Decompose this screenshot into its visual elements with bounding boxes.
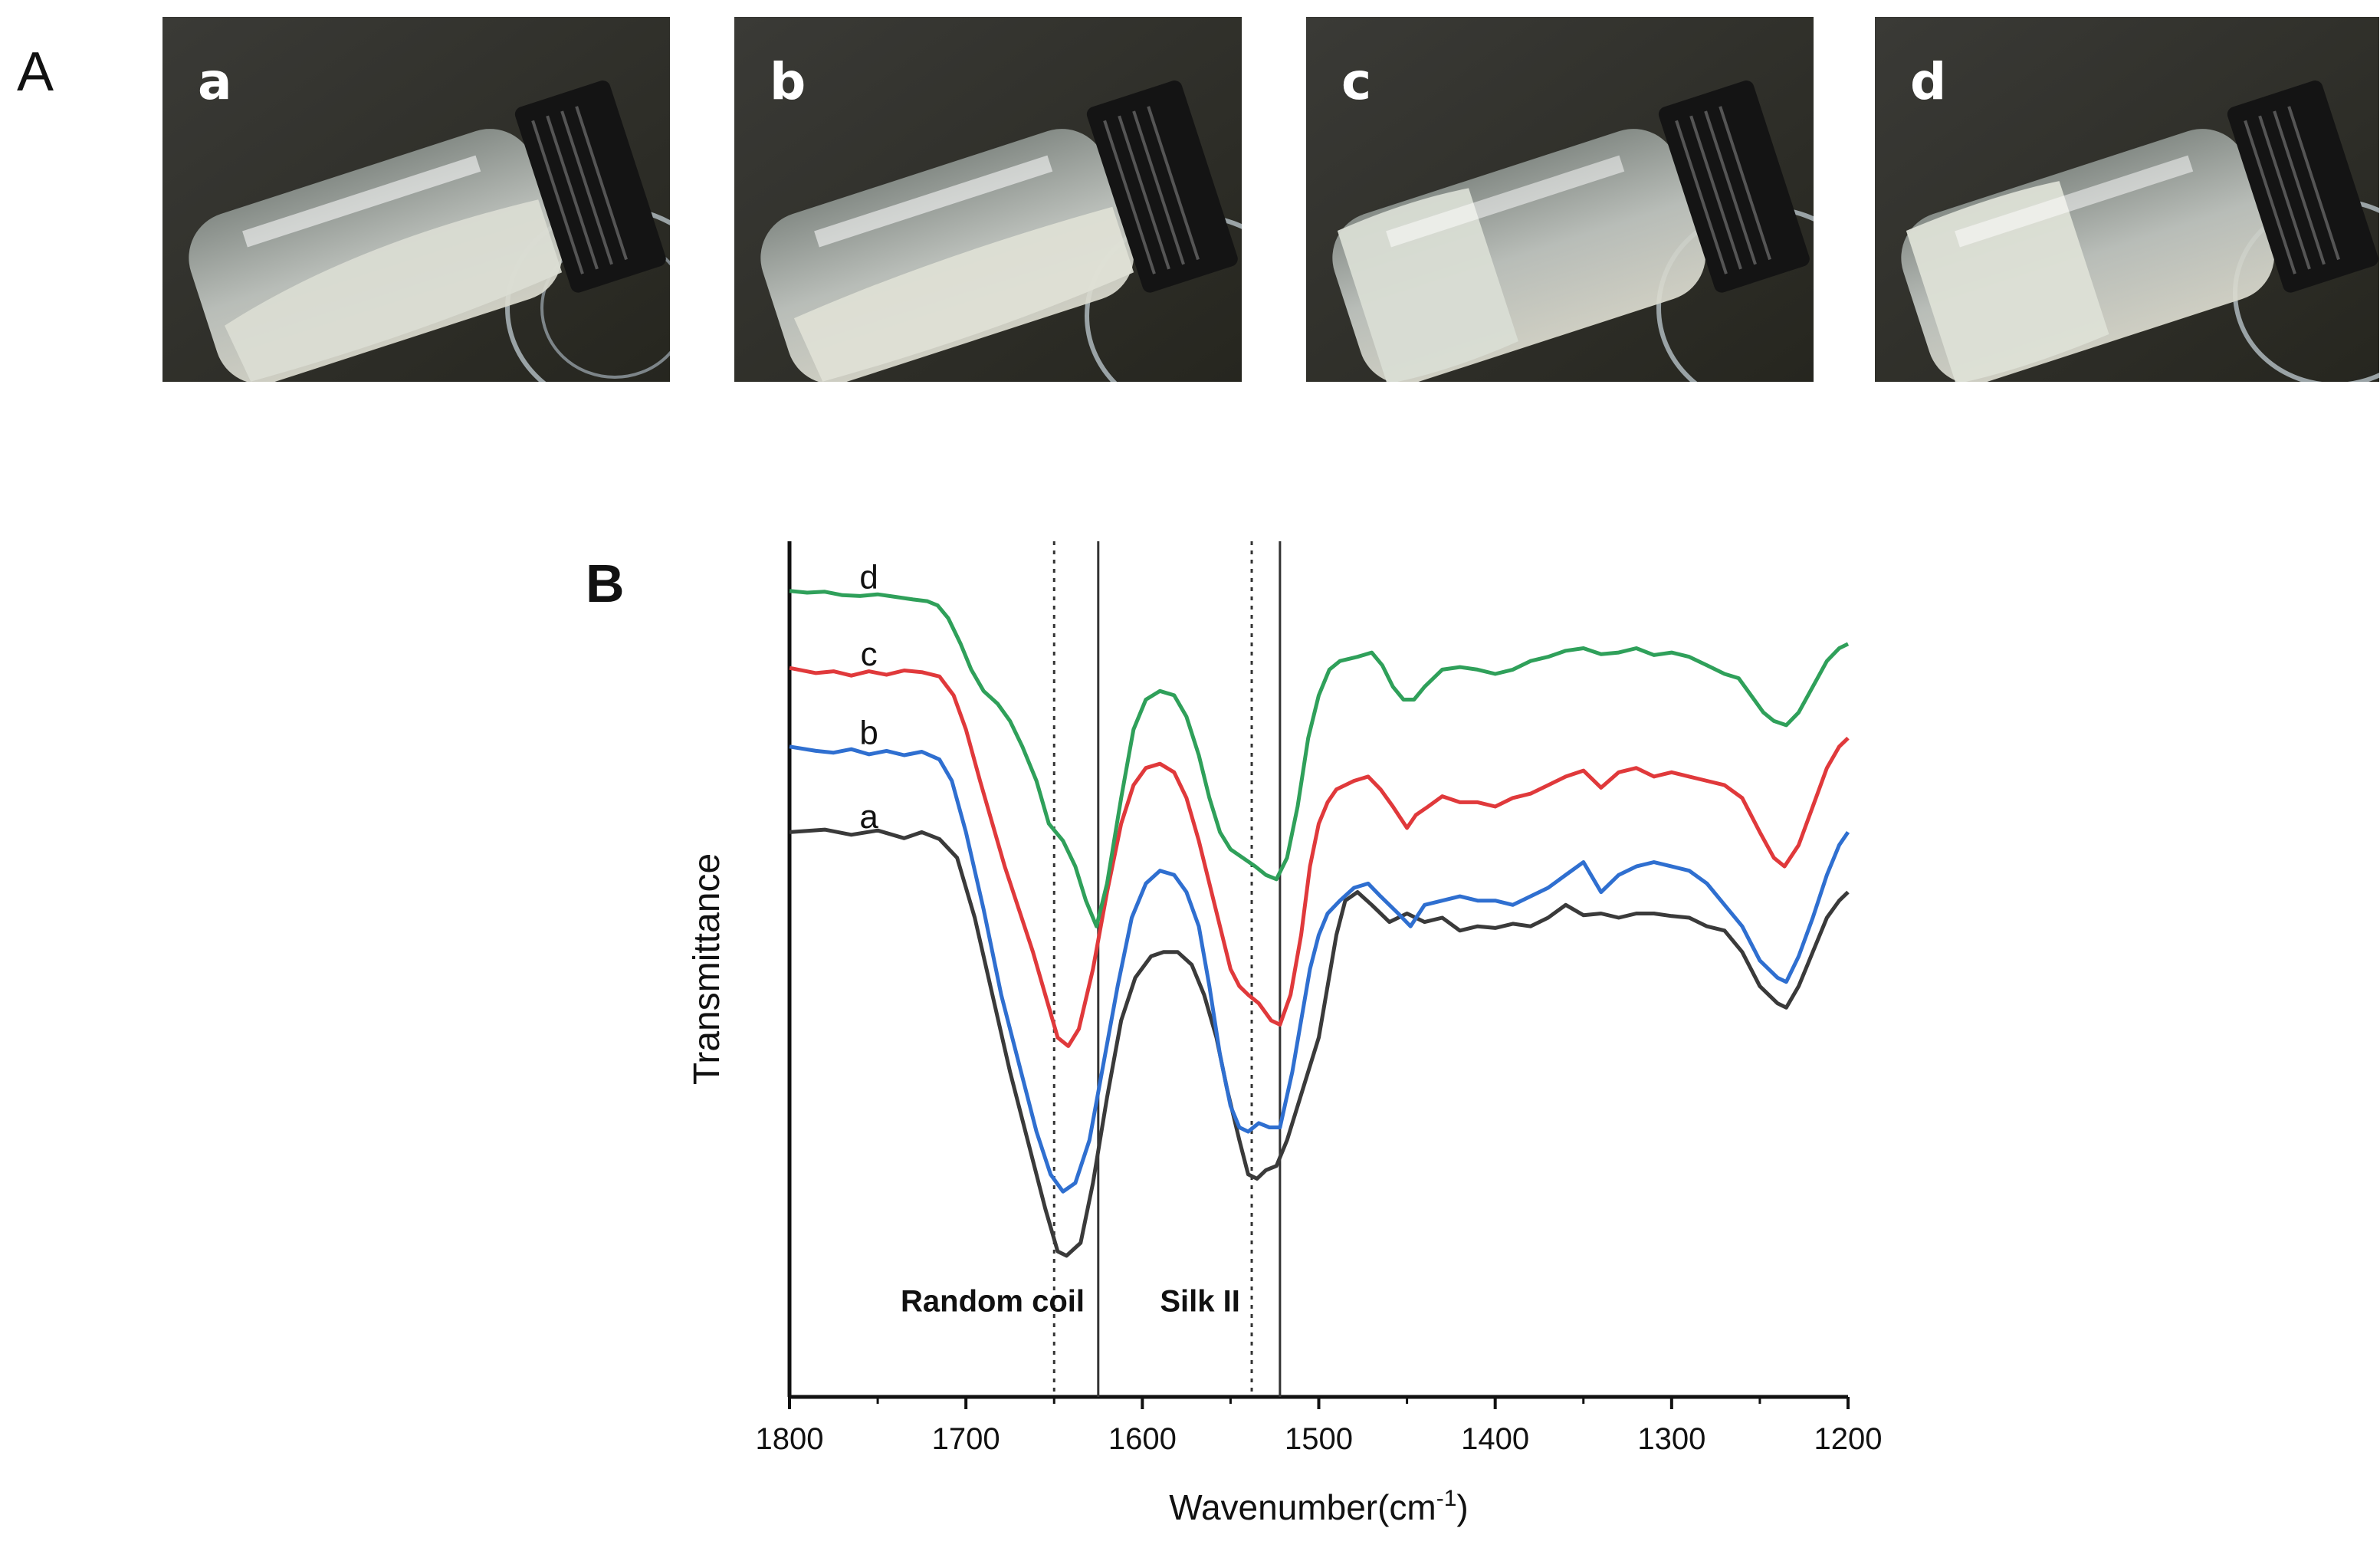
vial-photo-c: c (1306, 17, 1814, 382)
series-label-b: b (859, 714, 878, 751)
series-label-d: d (859, 558, 878, 596)
ftir-chart-container: 1800 1700 1600 1500 1400 1300 1200 Wavenumber(c… (667, 534, 1901, 1547)
x-tick-label: 1800 (756, 1422, 824, 1456)
series-line-d (789, 589, 1850, 928)
series-line-c (789, 665, 1850, 1048)
x-axis-label: Wavenumber(cm-1) (1169, 1486, 1469, 1527)
x-tick-label: 1200 (1814, 1422, 1883, 1456)
photo-label: a (198, 52, 232, 111)
x-tick-label: 1400 (1461, 1422, 1529, 1456)
photo-label: d (1910, 52, 1947, 111)
vial-photo-d: d (1875, 17, 2379, 382)
series-label-a: a (859, 798, 878, 836)
series-line-b (789, 744, 1850, 1194)
x-tick-label: 1500 (1285, 1422, 1353, 1456)
x-tick-label: 1300 (1637, 1422, 1705, 1456)
series-label-c: c (861, 636, 878, 673)
photo-label: b (770, 52, 806, 111)
x-tick-label: 1600 (1108, 1422, 1177, 1456)
photo-label: c (1341, 52, 1372, 111)
panel-b-letter: B (586, 554, 625, 613)
annotation-label: Silk II (1160, 1284, 1240, 1318)
y-axis-label: Transmittance (687, 853, 727, 1085)
panel-a-letter: A (17, 41, 54, 103)
vial-photo-b: b (734, 17, 1242, 382)
vial-photo-a: a (162, 17, 670, 382)
ftir-chart: 1800 1700 1600 1500 1400 1300 1200 Wavenumber(c… (687, 541, 1883, 1527)
x-tick-label: 1700 (932, 1422, 1000, 1456)
annotation-label: Random coil (901, 1284, 1085, 1318)
series-line-a (789, 827, 1850, 1258)
